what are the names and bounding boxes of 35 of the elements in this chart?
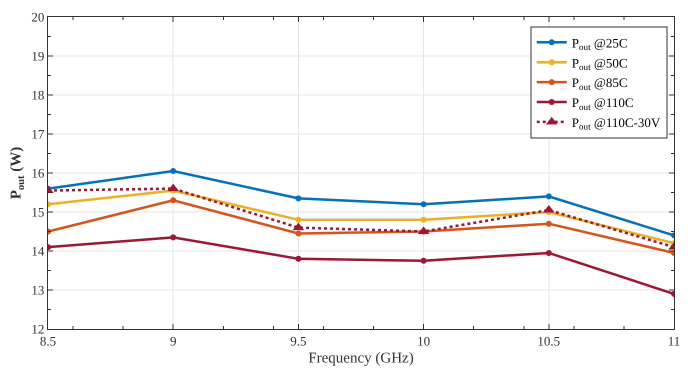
point	[546, 220, 552, 227]
legend-label: P$_{out}$ @110C	[572, 95, 634, 112]
y-tick-label: 14	[31, 244, 45, 259]
y-tick-label: 19	[31, 48, 44, 64]
point	[420, 216, 427, 223]
point	[420, 258, 427, 264]
point	[295, 256, 302, 262]
point	[170, 168, 176, 174]
point	[170, 197, 176, 204]
x-tick-label: 11	[668, 334, 680, 349]
line-series	[48, 197, 674, 256]
y-tick-label: 16	[31, 166, 45, 181]
line-series	[48, 168, 674, 238]
point	[295, 195, 302, 202]
y-tick-label: 18	[31, 88, 44, 103]
x-tick-label: 10	[417, 334, 430, 349]
legend-label: P$_{out}$ @85C	[572, 75, 628, 92]
point	[546, 250, 552, 256]
line-series	[48, 234, 674, 297]
y-tick-label: 13	[31, 282, 44, 298]
legend-label: P$_{out}$ @110C-30V	[572, 114, 661, 132]
x-tick-label: 9.5	[290, 334, 307, 349]
y-tick-label: 20	[31, 10, 44, 25]
legend-label: P$_{out}$ @25C	[572, 35, 628, 52]
y-tick-label: 15	[31, 204, 44, 220]
point	[170, 234, 176, 240]
point	[420, 201, 427, 208]
x-tick-label: 9	[170, 334, 176, 349]
x-tick-label: 10.5	[537, 334, 560, 349]
point	[546, 193, 552, 200]
x-axis-title: Frequency (GHz)	[308, 350, 414, 367]
legend-label: P$_{out}$ @50C	[572, 55, 628, 72]
point	[295, 230, 302, 236]
point	[295, 216, 302, 223]
y-tick-label: 17	[31, 126, 45, 142]
